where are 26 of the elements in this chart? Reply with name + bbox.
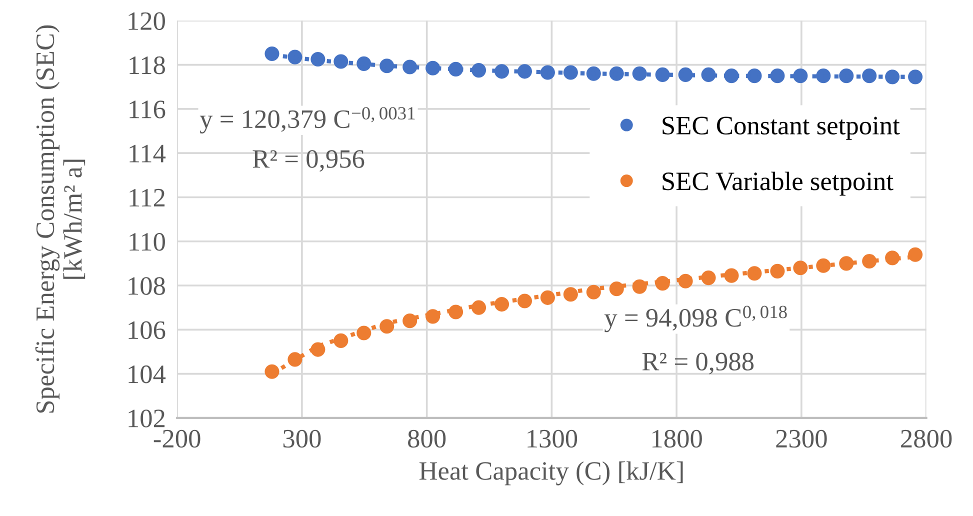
y-tick-label: 104 xyxy=(128,365,166,384)
annotation: R² = 0,956 xyxy=(252,150,364,172)
annotation: y = 94,098 C$^{0,018}$ xyxy=(604,306,787,332)
y-tick-label: 102 xyxy=(128,410,165,428)
x-axis-title: Heat Capacity (C) [kJ/K] xyxy=(419,461,683,486)
annotation: R² = 0,988 xyxy=(642,352,754,374)
y-tick-label: 110 xyxy=(130,232,165,251)
x-tick-label: 1800 xyxy=(652,430,702,448)
legend-label: SEC Constant setpoint xyxy=(662,116,900,140)
y-tick-label: 112 xyxy=(130,188,165,206)
y-tick-label: 108 xyxy=(128,277,165,295)
legend-label: SEC Variable setpoint xyxy=(662,172,894,196)
y-axis-title: Specific Energy Consumption (SEC) [kWh/m² a] xyxy=(35,25,86,413)
y-tick-label: 116 xyxy=(130,100,166,118)
x-tick-label: 1300 xyxy=(528,430,578,448)
y-tick-label: 118 xyxy=(130,56,165,74)
annotation: y = 120,379 C$^{−0,0031}$ xyxy=(200,107,415,134)
x-tick-label: -200 xyxy=(154,430,200,448)
y-tick-label: 114 xyxy=(130,144,166,162)
y-tick-label: 120 xyxy=(128,12,165,30)
x-tick-label: 2300 xyxy=(776,430,827,448)
point xyxy=(908,247,923,262)
x-tick-label: 2800 xyxy=(901,430,952,448)
y-tick-label: 106 xyxy=(128,321,166,340)
x-tick-label: 300 xyxy=(283,430,321,448)
x-tick-label: 800 xyxy=(408,430,446,448)
